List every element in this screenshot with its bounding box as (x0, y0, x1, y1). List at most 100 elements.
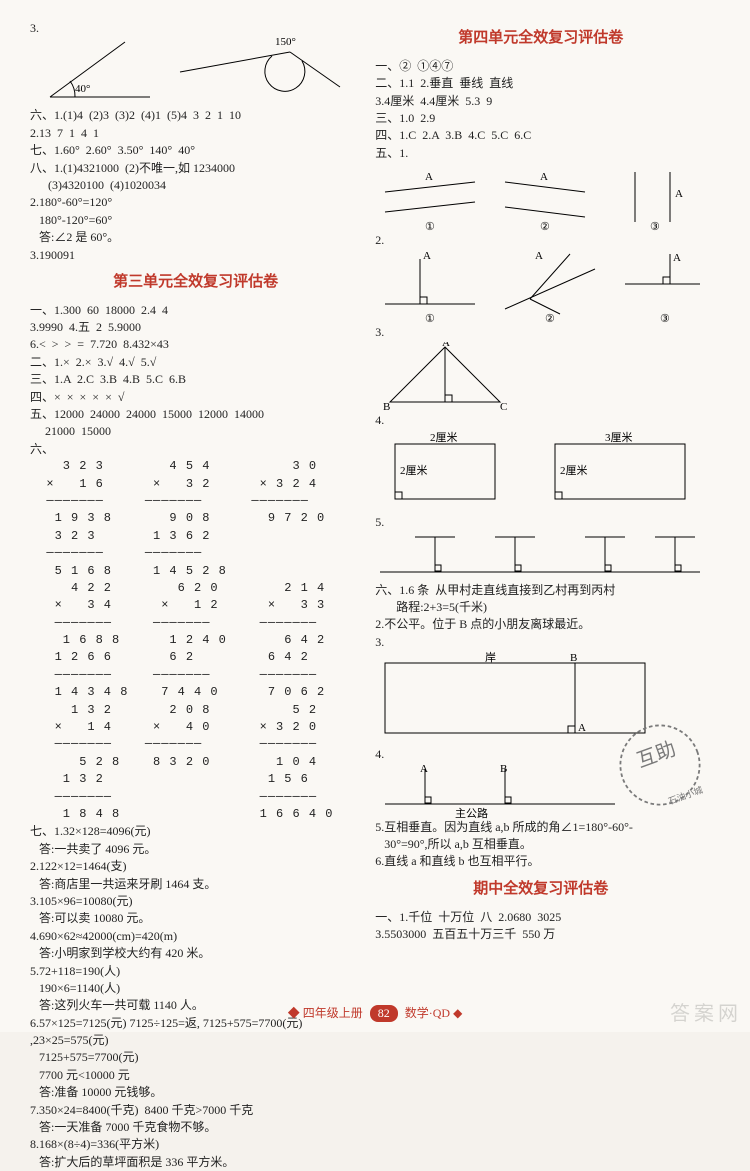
fig-triangle: A B C (375, 342, 525, 412)
fig-rects: 2厘米 2厘米 3厘米 2厘米 (375, 429, 705, 514)
len-2c: 2厘米 (560, 464, 588, 477)
angle-40: 40° (75, 83, 90, 95)
c2b: ② (545, 313, 555, 324)
lab-c: C (500, 401, 507, 412)
u3h: 21000 15000 (30, 423, 361, 440)
u3q7h: 5.72+118=190(人) (30, 963, 361, 980)
u3f: 四、× × × × × √ (30, 389, 361, 406)
columns: 3. 40° 150° 六、1.(1)4 (2)3 (3)2 (4)1 (5)4… (30, 20, 720, 1171)
left-column: 3. 40° 150° 六、1.(1)4 (2)3 (3)2 (4)1 (5)4… (30, 20, 361, 1171)
fig-5-2: A A A ① ② ③ (375, 249, 705, 324)
l-8e: 答:∠2 是 60°。 (30, 229, 361, 246)
u3q7i: 190×6=1140(人) (30, 980, 361, 997)
unit3-title: 第三单元全效复习评估卷 (30, 272, 361, 294)
lab-a4: A (423, 250, 431, 262)
l-8d: 180°-120°=60° (30, 212, 361, 229)
u3q7: 七、1.32×128=4096(元) (30, 823, 361, 840)
r16: 6.直线 a 和直线 b 也互相平行。 (375, 853, 706, 870)
c1: ① (425, 221, 435, 232)
m2: 3.5503000 五百五十万三千 550 万 (375, 926, 706, 943)
lab-a2: A (540, 171, 548, 183)
r13: 3. (375, 634, 706, 651)
l-6-1: 六、1.(1)4 (2)3 (3)2 (4)1 (5)4 3 2 1 10 (30, 107, 361, 124)
u3g: 五、12000 24000 24000 15000 12000 14000 (30, 406, 361, 423)
c1b: ① (425, 313, 435, 324)
angle-150: 150° (275, 37, 296, 48)
r4: 三、1.0 2.9 (375, 110, 706, 127)
lab-b2: B (570, 652, 577, 664)
u3b: 3.9990 4.五 2 5.9000 (30, 319, 361, 336)
r9: 4. (375, 412, 706, 429)
r6: 五、1. (375, 145, 706, 162)
u3c: 6.< > > = 7.720 8.432×43 (30, 336, 361, 353)
u3q7o: 8.168×(8÷4)=336(平方米) (30, 1136, 361, 1153)
lab-a1: A (425, 171, 433, 183)
r15: 5.互相垂直。因为直线 a,b 所成的角∠1=180°-60°- (375, 819, 706, 836)
r5: 四、1.C 2.A 3.B 4.C 5.C 6.C (375, 127, 706, 144)
u3q7e: 答:可以卖 10080 元。 (30, 910, 361, 927)
l-7: 七、1.60° 2.60° 3.50° 140° 40° (30, 142, 361, 159)
fig-river: 岸 B A (375, 651, 675, 746)
fig-5-5 (375, 532, 705, 582)
angles-figure: 40° 150° (30, 37, 350, 107)
watermark: 答案网 (670, 997, 742, 1026)
c2: ② (540, 221, 550, 232)
len-2a: 2厘米 (430, 431, 458, 444)
midterm-title: 期中全效复习评估卷 (375, 879, 706, 901)
u3i: 六、 (30, 441, 361, 458)
m1: 一、1.千位 十万位 八 2.0680 3025 (375, 909, 706, 926)
r14: 4. (375, 746, 706, 763)
r1: 一、② ①④⑦ (375, 58, 706, 75)
page: 3. 40° 150° 六、1.(1)4 (2)3 (3)2 (4)1 (5)4… (0, 0, 750, 1032)
l-8b: (3)4320100 (4)1020034 (30, 177, 361, 194)
calc-block-1: 3 2 3 4 5 4 3 0 × 1 6 × 3 2 × 3 2 4 ────… (30, 458, 361, 580)
u3q7a: 答:一共卖了 4096 元。 (30, 841, 361, 858)
right-column: 第四单元全效复习评估卷 一、② ①④⑦ 二、1.1 2.垂直 垂线 直线 3.4… (375, 20, 706, 1171)
footer-right: 数学·QD (405, 1006, 450, 1020)
lab-a8: A (578, 722, 586, 734)
u3q7b: 2.122×12=1464(支) (30, 858, 361, 875)
u3q7k2: 7125+575=7700(元) (30, 1049, 361, 1066)
r3: 3.4厘米 4.4厘米 5.3 9 (375, 93, 706, 110)
u3q7l: 答:准备 10000 元钱够。 (30, 1084, 361, 1101)
r8: 3. (375, 324, 706, 341)
page-number: 82 (370, 1005, 398, 1022)
road-label: 主公路 (455, 807, 488, 819)
lab-a7: A (442, 342, 450, 349)
lab-b3: B (500, 764, 507, 775)
fig-5-1: A A A ① ② ③ (375, 162, 705, 232)
lab-a6: A (673, 252, 681, 264)
calc-block-3: 1 3 2 2 0 8 5 2 × 1 4 × 4 0 × 3 2 0 ────… (30, 702, 361, 824)
lab-a3: A (675, 188, 683, 200)
bank-label: 岸 (485, 651, 496, 664)
r7: 2. (375, 232, 706, 249)
r2: 二、1.1 2.垂直 垂线 直线 (375, 75, 706, 92)
r15b: 30°=90°,所以 a,b 互相垂直。 (375, 836, 706, 853)
l-6-2: 2.13 7 1 4 1 (30, 125, 361, 142)
u3q7d: 3.105×96=10080(元) (30, 893, 361, 910)
l-8a: 八、1.(1)4321000 (2)不唯一,如 1234000 (30, 160, 361, 177)
calc-block-2: 4 2 2 6 2 0 2 1 4 × 3 4 × 1 2 × 3 3 ────… (30, 580, 361, 702)
fig-road: A B 主公路 (375, 764, 625, 819)
l-8c: 2.180°-60°=120° (30, 194, 361, 211)
footer: ◆ 四年级上册 82 数学·QD ◆ (0, 1004, 750, 1022)
r12: 2.不公平。位于 B 点的小朋友离球最近。 (375, 616, 706, 633)
lab-a9: A (420, 764, 428, 775)
u3q7m: 7.350×24=8400(千克) 8400 千克>7000 千克 (30, 1102, 361, 1119)
q3-label: 3. (30, 20, 361, 37)
u3e: 三、1.A 2.C 3.B 4.B 5.C 6.B (30, 371, 361, 388)
c3b: ③ (660, 313, 670, 324)
u3a: 一、1.300 60 18000 2.4 4 (30, 302, 361, 319)
u3q7k3: 7700 元<10000 元 (30, 1067, 361, 1084)
u3d: 二、1.× 2.× 3.√ 4.√ 5.√ (30, 354, 361, 371)
r11: 六、1.6 条 从甲村走直线直接到乙村再到丙村 (375, 582, 706, 599)
u3q7f: 4.690×62≈42000(cm)=420(m) (30, 928, 361, 945)
l-8f: 3.190091 (30, 247, 361, 264)
lab-a5: A (535, 250, 543, 262)
c3: ③ (650, 221, 660, 232)
footer-left: 四年级上册 (303, 1006, 363, 1020)
u3q7c: 答:商店里一共运来牙刷 1464 支。 (30, 876, 361, 893)
r11b: 路程:2+3=5(千米) (375, 599, 706, 616)
u3q7p: 答:扩大后的草坪面积是 336 平方米。 (30, 1154, 361, 1171)
u3q7n: 答:一天准备 7000 千克食物不够。 (30, 1119, 361, 1136)
